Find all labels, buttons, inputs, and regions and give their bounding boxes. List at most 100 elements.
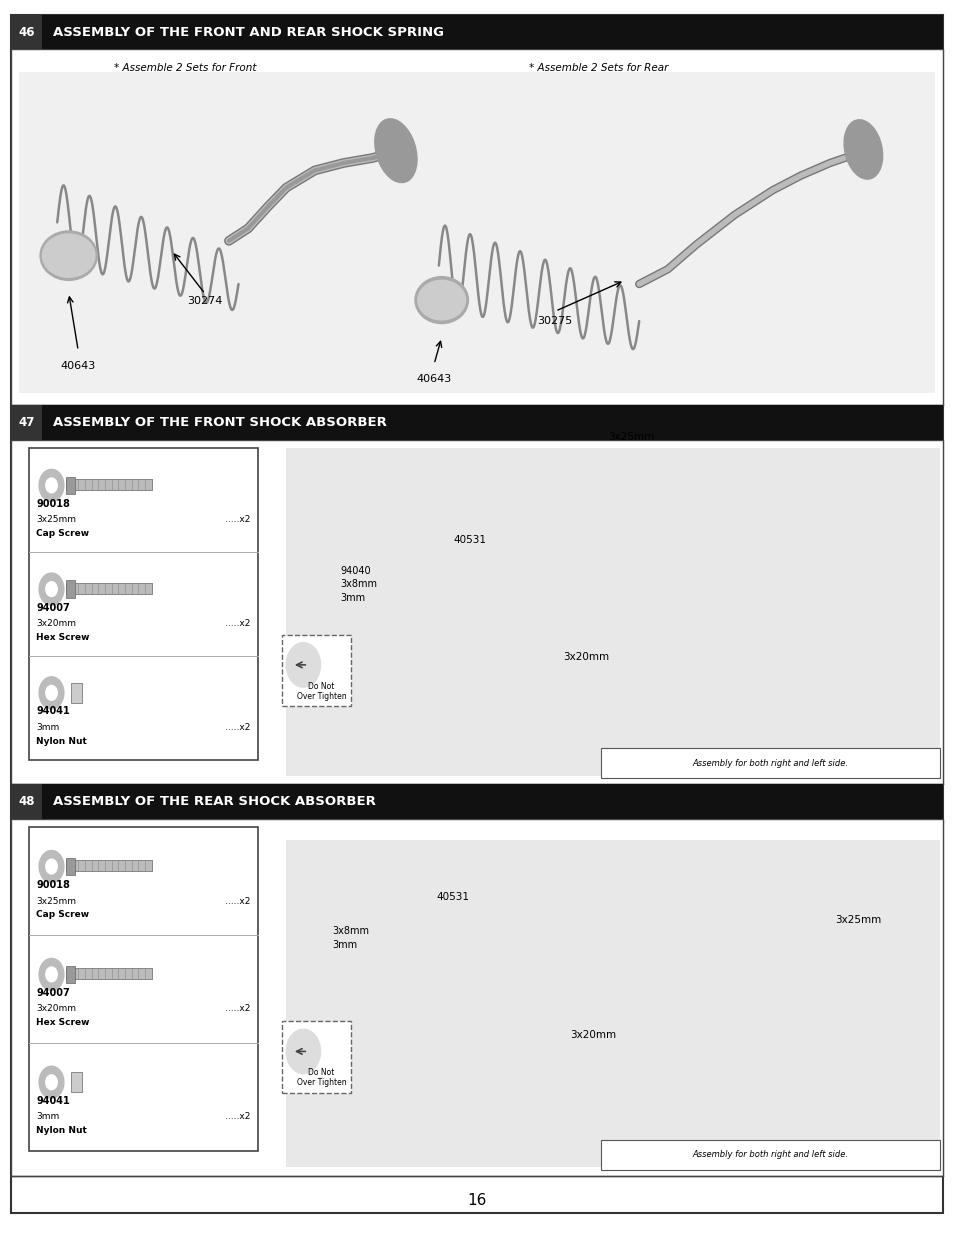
Bar	[66, 477, 75, 494]
Bar	[11, 15, 942, 49]
Text: 40643: 40643	[61, 361, 95, 370]
Bar	[282, 635, 351, 706]
Circle shape	[286, 642, 320, 687]
Circle shape	[39, 677, 64, 709]
Bar	[11, 405, 942, 440]
Bar	[11, 819, 942, 1176]
Text: Over Tighten: Over Tighten	[296, 692, 346, 701]
Text: ASSEMBLY OF THE FRONT SHOCK ABSORBER: ASSEMBLY OF THE FRONT SHOCK ABSORBER	[53, 416, 387, 429]
Bar	[11, 440, 942, 784]
Text: Nylon Nut: Nylon Nut	[36, 736, 87, 746]
Text: Cap Screw: Cap Screw	[36, 910, 90, 919]
Bar	[71, 1072, 82, 1092]
Text: .....x2: .....x2	[224, 897, 250, 905]
Text: 47: 47	[18, 416, 35, 429]
Bar	[66, 580, 75, 598]
Bar	[600, 1140, 939, 1170]
Text: * Assemble 2 Sets for Rear: * Assemble 2 Sets for Rear	[529, 63, 668, 73]
Circle shape	[39, 958, 64, 990]
Bar	[71, 683, 82, 703]
Bar	[438, 72, 934, 393]
Circle shape	[46, 1074, 57, 1089]
Text: 40531: 40531	[453, 535, 486, 545]
Text: .....x2: .....x2	[224, 515, 250, 525]
Text: .....x2: .....x2	[224, 1004, 250, 1014]
Text: 40643: 40643	[416, 374, 451, 384]
Bar	[66, 861, 152, 872]
Text: 46: 46	[18, 26, 35, 38]
Text: 3x8mm: 3x8mm	[340, 579, 377, 589]
Circle shape	[39, 851, 64, 883]
Text: 94007: 94007	[36, 988, 70, 998]
Text: 30275: 30275	[537, 316, 572, 326]
Circle shape	[39, 1066, 64, 1098]
Text: Cap Screw: Cap Screw	[36, 529, 90, 538]
Text: 30274: 30274	[187, 296, 223, 306]
Bar	[66, 968, 152, 979]
Circle shape	[39, 573, 64, 605]
Bar	[11, 49, 942, 405]
Text: 90018: 90018	[36, 499, 71, 509]
Text: 3x25mm: 3x25mm	[608, 432, 654, 442]
Ellipse shape	[375, 119, 416, 183]
Text: .....x2: .....x2	[224, 1113, 250, 1121]
Ellipse shape	[415, 277, 468, 324]
Text: 3x25mm: 3x25mm	[834, 915, 880, 925]
Bar	[66, 858, 75, 876]
Text: ASSEMBLY OF THE FRONT AND REAR SHOCK SPRING: ASSEMBLY OF THE FRONT AND REAR SHOCK SPR…	[53, 26, 444, 38]
Bar	[11, 15, 42, 49]
Ellipse shape	[42, 235, 94, 278]
Bar	[286, 840, 939, 1167]
Text: 3x25mm: 3x25mm	[36, 515, 76, 525]
Bar	[29, 827, 257, 1151]
Circle shape	[286, 1029, 320, 1073]
Bar	[11, 784, 42, 819]
Bar	[19, 72, 438, 393]
Text: 3x20mm: 3x20mm	[570, 1030, 616, 1040]
Text: 3mm: 3mm	[332, 940, 356, 950]
Text: 3mm: 3mm	[340, 593, 365, 603]
Text: 3x8mm: 3x8mm	[332, 926, 369, 936]
Bar	[66, 479, 152, 490]
Bar	[11, 405, 42, 440]
Text: Do Not: Do Not	[308, 1068, 335, 1077]
Text: 3x20mm: 3x20mm	[36, 1004, 76, 1014]
Text: 48: 48	[18, 795, 35, 808]
Text: 3x20mm: 3x20mm	[36, 619, 76, 629]
Bar	[600, 748, 939, 778]
Text: Over Tighten: Over Tighten	[296, 1078, 346, 1088]
Text: .....x2: .....x2	[224, 722, 250, 732]
Text: 3x20mm: 3x20mm	[562, 652, 608, 662]
Text: 3mm: 3mm	[36, 1113, 59, 1121]
Bar	[286, 448, 939, 776]
Ellipse shape	[40, 231, 97, 280]
Bar	[282, 1021, 351, 1093]
Text: Nylon Nut: Nylon Nut	[36, 1126, 87, 1135]
Text: Hex Screw: Hex Screw	[36, 1018, 90, 1028]
Circle shape	[39, 469, 64, 501]
Text: 94040: 94040	[340, 566, 371, 576]
Text: Assembly for both right and left side.: Assembly for both right and left side.	[692, 1150, 847, 1160]
Circle shape	[46, 685, 57, 700]
Text: 16: 16	[467, 1193, 486, 1208]
Circle shape	[46, 967, 57, 982]
Text: .....x2: .....x2	[224, 619, 250, 629]
Ellipse shape	[417, 280, 465, 320]
Text: 94041: 94041	[36, 706, 70, 716]
Ellipse shape	[843, 120, 882, 179]
Text: 90018: 90018	[36, 881, 71, 890]
Bar	[29, 448, 257, 760]
Text: 94007: 94007	[36, 603, 70, 613]
Text: Assembly for both right and left side.: Assembly for both right and left side.	[692, 758, 847, 768]
Text: 3mm: 3mm	[36, 722, 59, 732]
Bar	[11, 784, 942, 819]
Text: Hex Screw: Hex Screw	[36, 632, 90, 642]
Circle shape	[46, 478, 57, 493]
Text: 40531: 40531	[436, 892, 470, 902]
Text: ASSEMBLY OF THE REAR SHOCK ABSORBER: ASSEMBLY OF THE REAR SHOCK ABSORBER	[53, 795, 375, 808]
Bar	[66, 966, 75, 983]
Text: 94041: 94041	[36, 1095, 70, 1105]
Text: * Assemble 2 Sets for Front: * Assemble 2 Sets for Front	[114, 63, 256, 73]
Text: 3x25mm: 3x25mm	[36, 897, 76, 905]
Bar	[66, 583, 152, 594]
